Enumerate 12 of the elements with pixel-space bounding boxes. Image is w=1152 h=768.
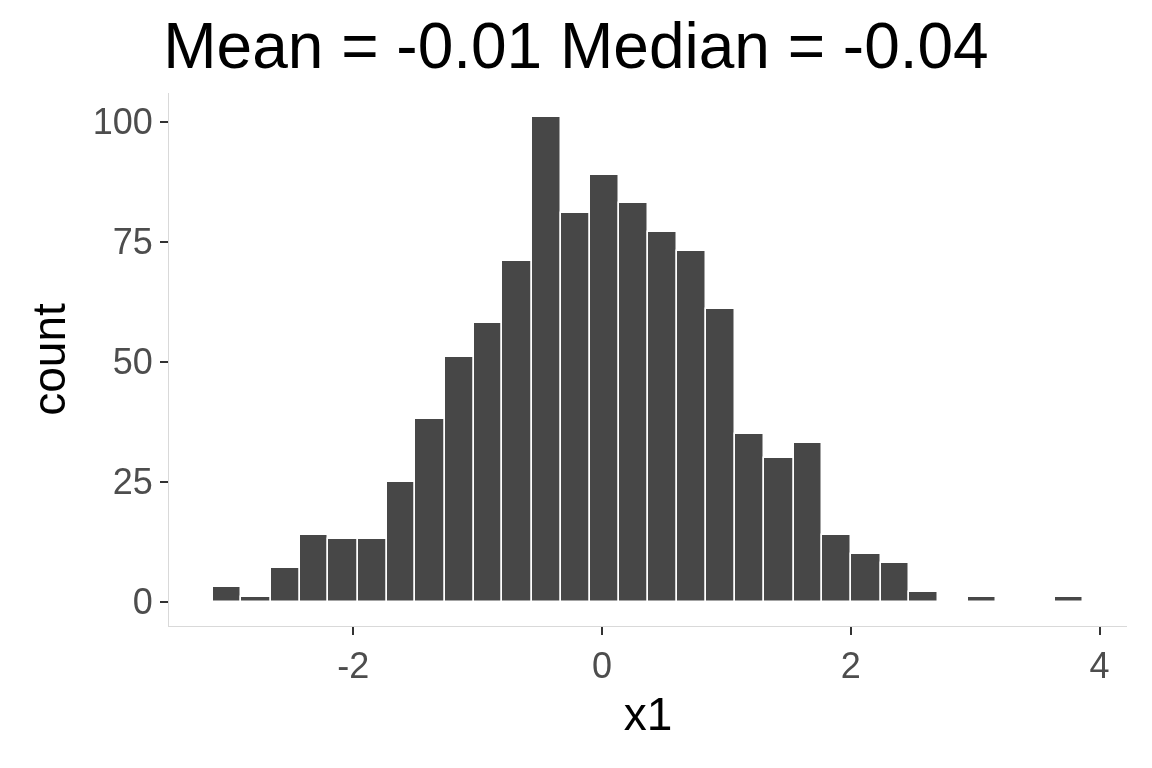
y-tick-label: 25 [112, 461, 153, 503]
y-axis-title: count [23, 303, 76, 416]
x-axis-title: x1 [623, 687, 673, 740]
x-tick-label: 2 [840, 645, 861, 687]
x-tick-label: -2 [337, 645, 370, 687]
y-tick-label: 75 [112, 221, 153, 263]
y-tick-label: 100 [92, 101, 153, 143]
chart-title: Mean = -0.01 Median = -0.04 [163, 10, 989, 83]
x-tick-label: 4 [1089, 645, 1110, 687]
x-tick-label: 0 [591, 645, 612, 687]
y-tick-label: 50 [112, 341, 153, 383]
y-tick-label: 0 [132, 581, 153, 623]
